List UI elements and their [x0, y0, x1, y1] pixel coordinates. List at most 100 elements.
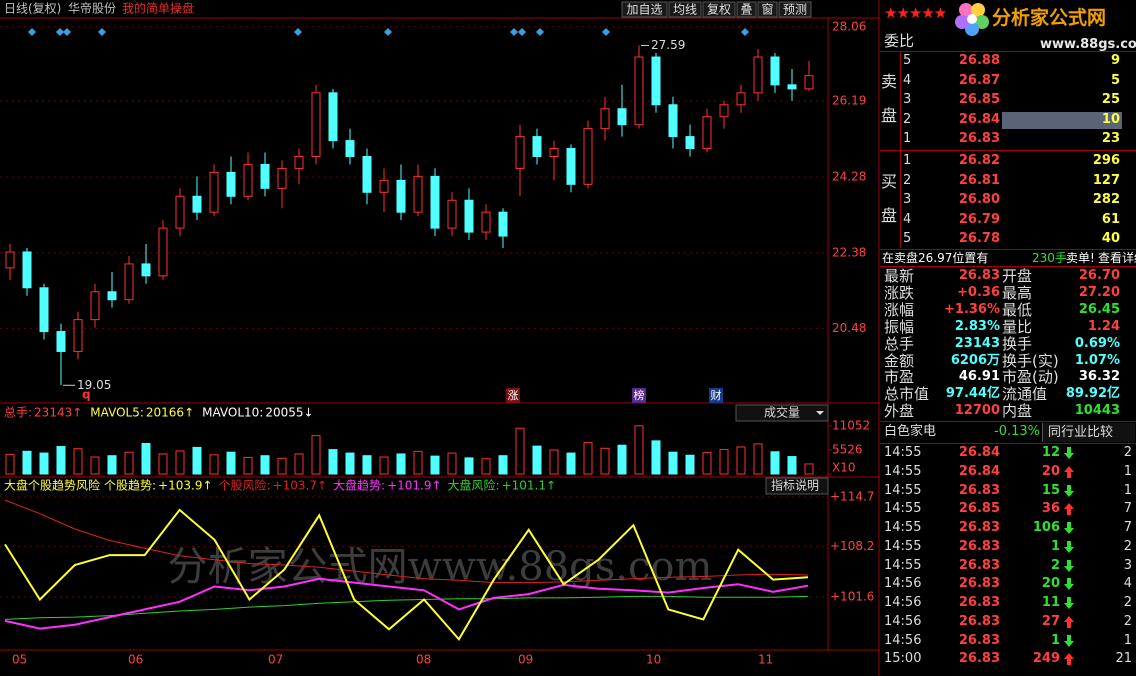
- volume-legend-name: MAVOL10:: [202, 406, 263, 420]
- notice-link[interactable]: 查看详细: [1098, 251, 1136, 265]
- candle-body: [5, 251, 15, 269]
- volume-bar: [141, 442, 151, 475]
- volume-bar: [498, 455, 508, 475]
- event-marker: 涨: [508, 389, 519, 402]
- toolbar-button[interactable]: 均线: [673, 3, 697, 17]
- volume-legend-value: 20166↑: [146, 406, 194, 420]
- candle-body: [243, 163, 253, 197]
- y-tick-label: 28.06: [832, 19, 866, 33]
- stat-label: 换手(实): [1002, 351, 1059, 370]
- volume-bar: [345, 452, 355, 475]
- book-price: 26.83: [958, 131, 1000, 146]
- candle-body: [90, 291, 100, 321]
- candle-body: [311, 92, 321, 157]
- indicator-help[interactable]: 指标说明: [771, 478, 819, 493]
- volume-bar: [668, 451, 678, 475]
- x-tick-label: 11: [758, 653, 773, 667]
- volume-bar: [260, 455, 270, 475]
- volume-legend-value: 23143↑: [34, 406, 82, 420]
- book-price: 26.87: [958, 72, 1000, 88]
- trade-price: 26.84: [958, 463, 1000, 479]
- book-price: 26.80: [958, 192, 1000, 207]
- trade-arrow: [1064, 634, 1074, 647]
- volume-bar: [566, 452, 576, 475]
- trade-volume: 15: [1041, 482, 1060, 498]
- trade-time: 14:55: [884, 445, 922, 460]
- rating: ★★★★★: [884, 4, 947, 22]
- candle-body: [583, 128, 593, 185]
- trade-count: 1: [1123, 463, 1132, 479]
- candle-body: [430, 175, 440, 229]
- candle-body: [56, 331, 66, 352]
- volume-bar: [464, 457, 474, 475]
- notice-action: 卖单!: [1066, 251, 1095, 265]
- volume-bar: [719, 449, 729, 475]
- button-bg: [765, 477, 829, 495]
- candle-body: [702, 116, 712, 150]
- candle-body: [736, 92, 746, 106]
- trade-time: 14:56: [884, 613, 922, 629]
- dropdown-arrow: [816, 411, 824, 415]
- stat-label: 最新: [884, 267, 915, 285]
- book-volume: 296: [1092, 153, 1120, 168]
- stat-value: 26.83: [958, 268, 1000, 283]
- volume-bar: [379, 456, 389, 475]
- trade-count: 21: [1115, 651, 1132, 667]
- book-price: 26.78: [958, 231, 1000, 246]
- trade-count: 1: [1123, 632, 1132, 648]
- stat-label: 市盈: [884, 368, 915, 387]
- volume-bar: [175, 450, 185, 475]
- y-tick-label: +114.7: [830, 489, 874, 503]
- book-volume: 10: [1101, 111, 1120, 127]
- stat-label: 开盘: [1002, 267, 1033, 285]
- volume-bar: [107, 455, 117, 475]
- logo-icon: [955, 3, 989, 36]
- book-volume: 61: [1101, 211, 1120, 227]
- book-price: 26.84: [958, 111, 1000, 127]
- candle-body: [668, 104, 678, 138]
- trade-time: 14:56: [884, 595, 922, 610]
- quote-panel: ★★★★★分析家公式网www.88gs.com委比卖盘526.889426.87…: [880, 0, 1136, 676]
- candle-body: [345, 140, 355, 157]
- stat-value: 0.69%: [1074, 335, 1120, 351]
- book-price: 26.88: [958, 53, 1000, 68]
- candle-body: [277, 167, 287, 189]
- stat-label: 内盘: [1002, 402, 1033, 421]
- trade-price: 26.83: [958, 557, 1000, 573]
- volume-bar: [39, 452, 49, 475]
- toolbar-button[interactable]: 复权: [707, 3, 731, 17]
- volume-bar: [413, 450, 423, 475]
- toolbar-button[interactable]: 加自选: [626, 3, 662, 17]
- candle-body: [124, 263, 134, 301]
- book-volume: 282: [1092, 192, 1120, 207]
- indicator-line: [4, 577, 809, 630]
- chart-area: 日线(复权) 华帝股份 我的简单操盘 分析家公式网www.88gs.com 加自…: [0, 0, 880, 676]
- strategy-name: 我的简单操盘: [122, 1, 194, 16]
- stat-value: +0.36: [957, 284, 1000, 300]
- stat-value: 12700: [954, 403, 1000, 419]
- volume-bar: [226, 451, 236, 475]
- volume-bar: [22, 450, 32, 475]
- volume-legend-name: MAVOL5:: [90, 406, 144, 420]
- weibi-label: 委比: [884, 32, 915, 50]
- separator: [880, 150, 1136, 151]
- book-level: 1: [903, 131, 912, 146]
- stat-label: 量比: [1002, 317, 1033, 336]
- toolbar-button-bg: [702, 1, 736, 18]
- stat-label: 换手: [1002, 334, 1033, 353]
- sector-button[interactable]: 同行业比较: [1048, 425, 1114, 440]
- watermark: 分析家公式网www.88gs.com: [168, 544, 713, 590]
- trade-volume: 1: [1050, 632, 1060, 648]
- volume-bar: [277, 457, 287, 475]
- volume-bar: [362, 455, 372, 475]
- stat-label: 振幅: [884, 317, 915, 336]
- volume-selector[interactable]: 成交量: [764, 405, 800, 420]
- toolbar-button[interactable]: 窗: [761, 3, 773, 17]
- toolbar-button[interactable]: 预测: [783, 3, 807, 17]
- stat-value: 1.24: [1087, 318, 1120, 334]
- stat-value: 97.44亿: [945, 386, 1000, 402]
- trade-count: 4: [1123, 576, 1132, 592]
- toolbar-button[interactable]: 叠: [740, 3, 752, 17]
- stat-value: 23143: [954, 335, 1000, 351]
- low-annotation: 19.05: [77, 378, 111, 392]
